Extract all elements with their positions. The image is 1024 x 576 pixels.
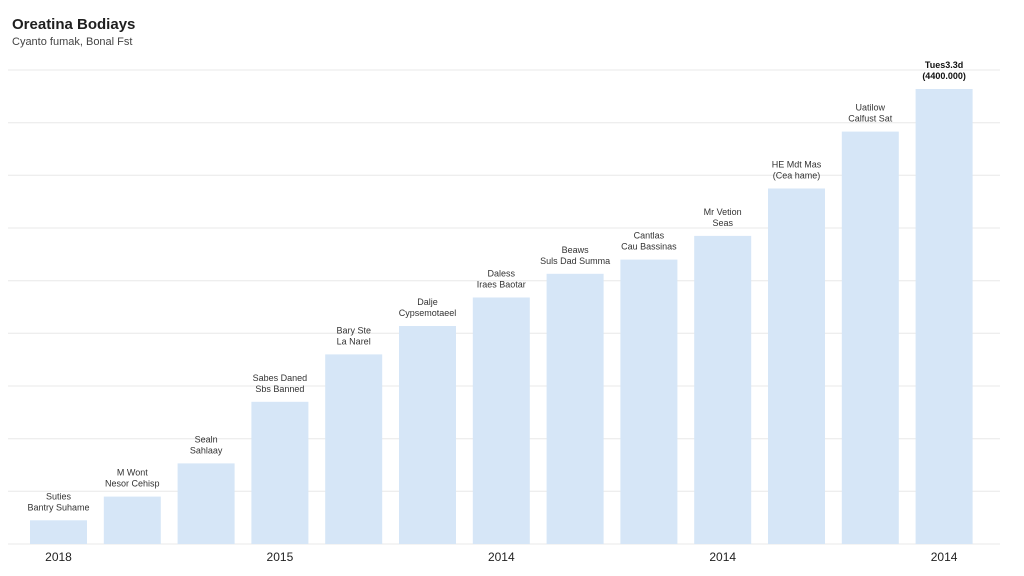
bar-annotation-line: Sabes Daned xyxy=(253,373,308,383)
x-tick-label: 2014 xyxy=(488,550,515,564)
bar-annotation: Beaws Suls Dad Summa xyxy=(540,245,610,266)
bar-annotation-line: Daless xyxy=(488,269,516,279)
bar-annotation-line: La Narel xyxy=(337,336,371,346)
bar-annotation: Tues3.3d (4400.000) xyxy=(922,60,966,81)
bar xyxy=(841,131,899,544)
bar-annotation-line: Beaws xyxy=(562,245,590,255)
bar xyxy=(399,326,456,544)
bar-annotation-line: Dalje xyxy=(417,297,438,307)
bar xyxy=(768,188,825,544)
bar-annotation-line: HE Mdt Mas xyxy=(772,160,822,170)
bar-annotation-line: Seas xyxy=(712,218,733,228)
bar-annotation-line: Suls Dad Summa xyxy=(540,256,610,266)
bar xyxy=(177,463,235,544)
bar xyxy=(472,297,530,544)
x-tick-label: 2015 xyxy=(267,550,294,564)
bar-annotation: Uatilow Calfust Sat xyxy=(848,103,893,124)
bar-annotation: Daless Iraes Baotar xyxy=(477,269,526,290)
bar xyxy=(546,273,604,544)
bar xyxy=(694,235,752,544)
x-tick-label: 2014 xyxy=(709,550,736,564)
bar xyxy=(325,354,383,544)
bar-annotation-line: (Cea hame) xyxy=(773,171,821,181)
bar-annotation-line: Sbs Banned xyxy=(255,384,304,394)
bar-annotation: Bary Ste La Narel xyxy=(336,325,371,346)
chart-title: Oreatina Bodiays xyxy=(12,16,136,33)
bar-annotation-line: Sealn xyxy=(195,434,218,444)
bar-annotation-line: Sahlaay xyxy=(190,445,223,455)
x-tick-label: 2014 xyxy=(931,550,958,564)
bar xyxy=(30,520,87,544)
bar xyxy=(915,89,973,544)
bar-annotation: Sealn Sahlaay xyxy=(190,434,223,455)
bar-annotation: M Wont Nesor Cehisp xyxy=(105,468,160,489)
bar-annotation-line: Tues3.3d xyxy=(925,60,963,70)
bar-annotation: Cantlas Cau Bassinas xyxy=(621,231,677,252)
bar-annotation-line: M Wont xyxy=(117,468,148,478)
bar-annotation-line: Cantlas xyxy=(634,231,665,241)
x-tick-label: 2018 xyxy=(45,550,72,564)
bar-annotation-line: Bantry Suhame xyxy=(27,502,89,512)
bar-annotation-line: Calfust Sat xyxy=(848,114,893,124)
bar-annotation-line: Cau Bassinas xyxy=(621,242,677,252)
bar-annotation: Mr Vetion Seas xyxy=(704,207,742,228)
bar-annotation-line: Nesor Cehisp xyxy=(105,479,160,489)
bar-annotation-line: Uatilow xyxy=(856,103,886,113)
bar-annotation-line: Suties xyxy=(46,491,72,501)
bar-annotation: HE Mdt Mas (Cea hame) xyxy=(772,160,822,181)
bar xyxy=(620,259,678,544)
bar-annotation-line: Bary Ste xyxy=(336,325,371,335)
bar-annotation: Dalje Cypsemotaeel xyxy=(399,297,457,318)
bar xyxy=(251,401,309,544)
bar-annotation-line: Iraes Baotar xyxy=(477,280,526,290)
bar-annotation-line: Cypsemotaeel xyxy=(399,308,457,318)
bar-annotation: Sabes Daned Sbs Banned xyxy=(253,373,308,394)
bar-annotation: Suties Bantry Suhame xyxy=(27,491,89,512)
bar-annotation-line: Mr Vetion xyxy=(704,207,742,217)
bar-annotation-line: (4400.000) xyxy=(922,71,966,81)
chart-subtitle: Cyanto fumak, Bonal Fst xyxy=(12,36,133,48)
bar xyxy=(103,496,161,544)
